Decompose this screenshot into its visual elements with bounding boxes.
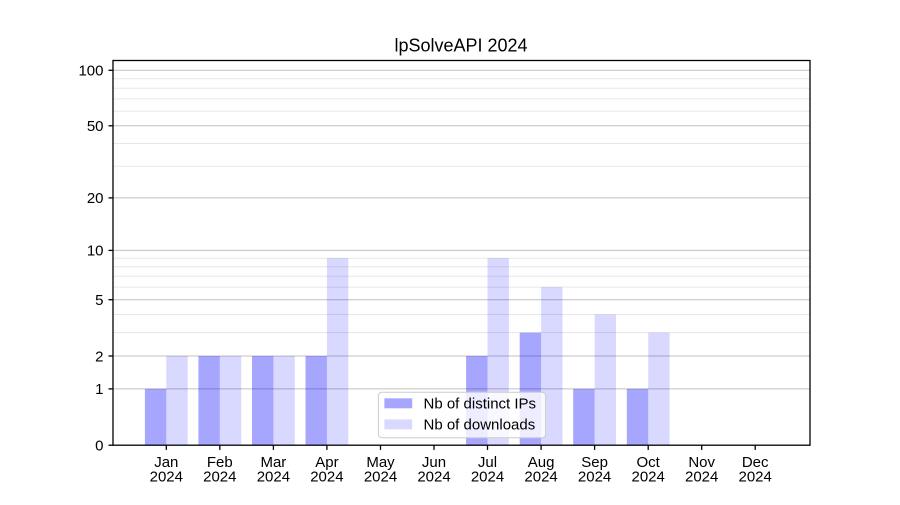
svg-text:100: 100 <box>78 63 103 80</box>
svg-text:50: 50 <box>87 118 104 135</box>
svg-text:2024: 2024 <box>524 469 557 486</box>
svg-text:Jun: Jun <box>422 454 446 471</box>
svg-text:Nov: Nov <box>688 454 715 471</box>
svg-text:Nb of distinct IPs: Nb of distinct IPs <box>424 395 537 412</box>
svg-text:2024: 2024 <box>310 469 343 486</box>
svg-text:2024: 2024 <box>257 469 290 486</box>
svg-text:Aug: Aug <box>528 454 555 471</box>
svg-text:2: 2 <box>95 348 103 365</box>
svg-text:Dec: Dec <box>742 454 769 471</box>
svg-text:2024: 2024 <box>471 469 504 486</box>
svg-text:Jul: Jul <box>478 454 497 471</box>
svg-text:2024: 2024 <box>150 469 183 486</box>
svg-text:Apr: Apr <box>315 454 338 471</box>
svg-text:5: 5 <box>95 292 103 309</box>
svg-text:Sep: Sep <box>581 454 608 471</box>
svg-text:0: 0 <box>95 438 103 455</box>
svg-text:Nb of downloads: Nb of downloads <box>424 416 536 433</box>
svg-text:10: 10 <box>87 243 104 260</box>
svg-text:May: May <box>366 454 395 471</box>
svg-text:2024: 2024 <box>578 469 611 486</box>
svg-text:2024: 2024 <box>739 469 772 486</box>
svg-text:Oct: Oct <box>637 454 661 471</box>
svg-text:2024: 2024 <box>417 469 450 486</box>
svg-text:20: 20 <box>87 190 104 207</box>
svg-text:lpSolveAPI 2024: lpSolveAPI 2024 <box>394 36 527 56</box>
svg-text:2024: 2024 <box>364 469 397 486</box>
svg-text:Mar: Mar <box>260 454 286 471</box>
svg-text:2024: 2024 <box>685 469 718 486</box>
svg-text:2024: 2024 <box>632 469 665 486</box>
svg-text:Jan: Jan <box>154 454 178 471</box>
svg-text:1: 1 <box>95 381 103 398</box>
svg-text:2024: 2024 <box>203 469 236 486</box>
svg-text:Feb: Feb <box>207 454 233 471</box>
